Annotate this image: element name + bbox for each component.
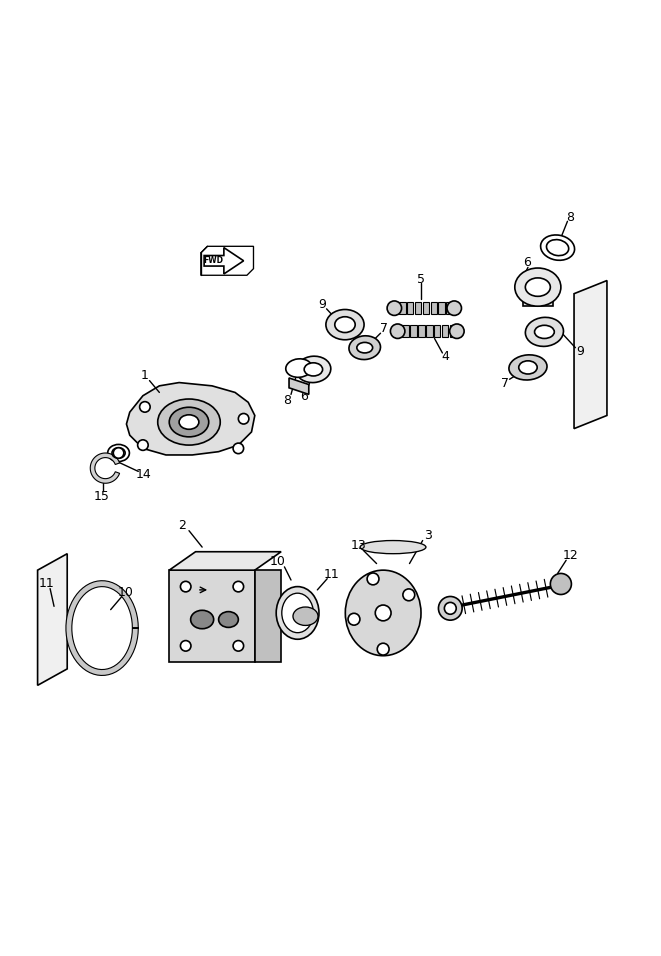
Ellipse shape (345, 570, 421, 656)
Text: 7: 7 (380, 322, 388, 336)
Ellipse shape (525, 317, 563, 346)
Ellipse shape (276, 587, 319, 640)
Bar (410, 325, 416, 337)
Text: 10: 10 (270, 555, 286, 568)
Ellipse shape (169, 407, 209, 437)
Bar (399, 302, 406, 315)
Ellipse shape (304, 363, 323, 376)
Text: 8: 8 (566, 211, 574, 224)
Ellipse shape (447, 301, 461, 315)
Circle shape (180, 581, 191, 592)
Bar (422, 302, 429, 315)
Polygon shape (169, 552, 281, 570)
Bar (403, 325, 408, 337)
Ellipse shape (158, 399, 220, 445)
Text: 10: 10 (117, 586, 133, 599)
Ellipse shape (326, 310, 364, 339)
Bar (449, 325, 456, 337)
Bar (434, 325, 440, 337)
Ellipse shape (112, 447, 125, 458)
Polygon shape (91, 453, 120, 483)
Text: 9: 9 (576, 345, 584, 358)
Circle shape (180, 641, 191, 651)
Ellipse shape (282, 593, 313, 633)
Circle shape (348, 614, 360, 625)
Text: 9: 9 (318, 297, 326, 311)
Ellipse shape (391, 324, 405, 338)
Text: 2: 2 (178, 519, 186, 532)
Ellipse shape (535, 325, 555, 338)
Ellipse shape (519, 360, 537, 374)
Ellipse shape (509, 355, 547, 380)
Ellipse shape (334, 316, 355, 333)
Text: 14: 14 (136, 467, 151, 481)
Polygon shape (523, 286, 553, 306)
Bar (446, 302, 453, 315)
Bar (395, 325, 401, 337)
Text: 12: 12 (563, 549, 578, 562)
Circle shape (139, 402, 150, 412)
Ellipse shape (360, 540, 426, 554)
Polygon shape (289, 378, 309, 395)
Polygon shape (204, 248, 244, 274)
Text: 11: 11 (324, 568, 340, 581)
Ellipse shape (293, 607, 318, 625)
Text: 3: 3 (424, 529, 432, 542)
Ellipse shape (387, 301, 402, 315)
Bar (418, 325, 424, 337)
Circle shape (377, 643, 389, 655)
Text: 8: 8 (283, 395, 291, 407)
Polygon shape (66, 580, 138, 676)
Circle shape (233, 641, 244, 651)
Ellipse shape (525, 278, 551, 296)
Polygon shape (254, 570, 281, 663)
Text: 6: 6 (523, 255, 531, 269)
Text: 1: 1 (141, 369, 149, 382)
Text: 11: 11 (38, 576, 54, 590)
Ellipse shape (219, 612, 239, 627)
Bar (414, 302, 421, 315)
Ellipse shape (296, 357, 330, 382)
Polygon shape (38, 554, 67, 685)
Ellipse shape (547, 240, 568, 255)
Polygon shape (126, 382, 254, 455)
Polygon shape (169, 570, 254, 663)
Circle shape (438, 597, 462, 620)
Ellipse shape (357, 342, 373, 353)
Bar (438, 302, 445, 315)
Circle shape (444, 602, 456, 615)
Bar (430, 302, 437, 315)
Polygon shape (574, 280, 607, 428)
Ellipse shape (449, 324, 464, 338)
Bar (407, 302, 413, 315)
Ellipse shape (349, 336, 381, 359)
Circle shape (367, 573, 379, 585)
Text: 4: 4 (441, 351, 449, 363)
Text: 15: 15 (93, 489, 109, 503)
Circle shape (239, 414, 249, 424)
Bar (442, 325, 448, 337)
Text: 13: 13 (350, 539, 366, 553)
Ellipse shape (190, 610, 214, 629)
Circle shape (233, 581, 244, 592)
Text: FWD: FWD (204, 256, 223, 265)
Ellipse shape (179, 415, 199, 429)
Ellipse shape (541, 235, 574, 260)
Ellipse shape (108, 445, 130, 462)
Ellipse shape (515, 268, 561, 306)
Ellipse shape (286, 358, 312, 378)
Bar (426, 325, 432, 337)
Circle shape (113, 447, 124, 458)
Text: 6: 6 (300, 390, 308, 402)
Text: 5: 5 (416, 272, 424, 286)
Circle shape (137, 440, 148, 450)
Text: 7: 7 (501, 377, 509, 390)
Bar (391, 302, 398, 315)
Circle shape (233, 444, 244, 454)
Circle shape (375, 605, 391, 620)
Circle shape (403, 589, 414, 600)
Circle shape (551, 574, 571, 595)
